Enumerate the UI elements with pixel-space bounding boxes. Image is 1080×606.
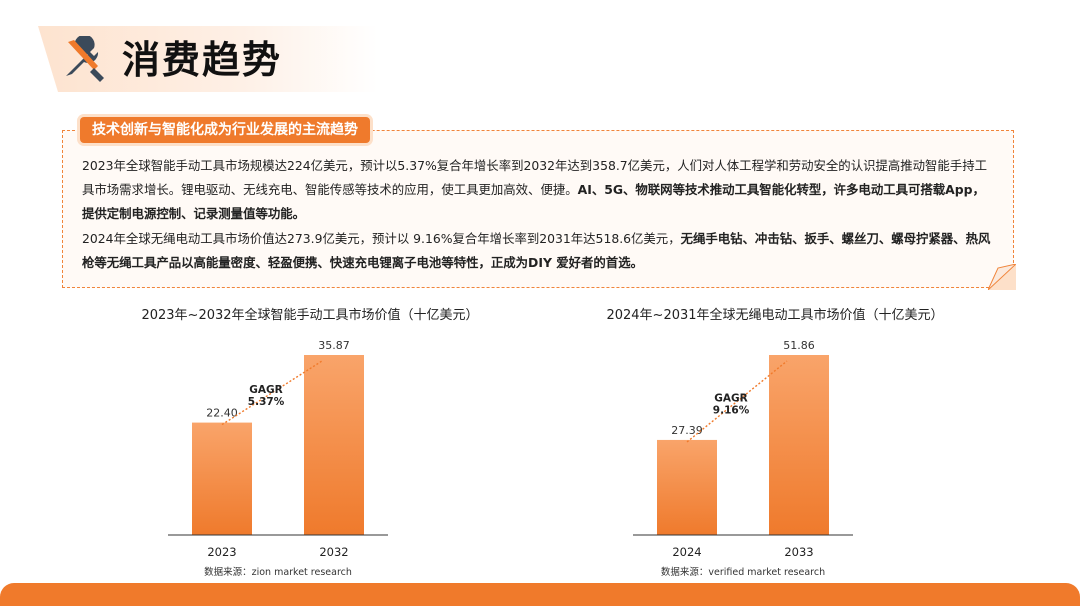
- chart-title: 2024年~2031年全球无绳电动工具市场价值（十亿美元）: [606, 307, 943, 323]
- summary-text: 2023年全球智能手动工具市场规模达224亿美元，预计以5.37%复合年增长率到…: [82, 154, 994, 275]
- x-tick-label: 2024: [672, 545, 701, 559]
- bar-2023: [192, 422, 252, 535]
- bar-value-label: 22.40: [206, 407, 238, 420]
- bar-2032: [304, 355, 364, 535]
- bottom-bar: [0, 583, 1080, 606]
- chart-cordless-power-tools: 2024年~2031年全球无绳电动工具市场价值（十亿美元） 27.39 2024 51…: [606, 307, 943, 578]
- chart-title: 2023年~2032年全球智能手动工具市场价值（十亿美元）: [141, 307, 478, 323]
- x-tick-label: 2032: [319, 545, 348, 559]
- summary-p1-bold: AI、5G、物联网等技术推动工具智能化转型，许多电动工具可搭载App，提供定制电…: [82, 182, 985, 222]
- cagr-annotation: GAGR: [249, 384, 282, 396]
- tools-icon: [60, 34, 112, 84]
- growth-trend-line: [686, 360, 788, 443]
- bar-value-label: 35.87: [318, 339, 350, 352]
- bar-value-label: 27.39: [671, 424, 703, 437]
- page-title: 消费趋势: [122, 38, 283, 82]
- summary-paragraph-1: 2023年全球智能手动工具市场规模达224亿美元，预计以5.37%复合年增长率到…: [82, 154, 994, 227]
- cagr-annotation: 5.37%: [248, 396, 285, 408]
- cagr-annotation: 9.16%: [713, 404, 750, 416]
- bar-value-label: 51.86: [783, 339, 815, 352]
- bar-2033: [769, 355, 829, 535]
- chart-smart-hand-tools: 2023年~2032年全球智能手动工具市场价值（十亿美元） 22.40 2023 35…: [141, 307, 478, 578]
- x-tick-label: 2023: [207, 545, 236, 559]
- summary-p2-bold: 无绳手电钻、冲击钻、扳手、螺丝刀、螺母拧紧器、热风枪等无绳工具产品以高能量密度、…: [82, 230, 991, 270]
- cagr-annotation: GAGR: [714, 392, 747, 404]
- summary-box: [62, 130, 1014, 288]
- x-tick-label: 2033: [784, 545, 813, 559]
- bar-2024: [657, 439, 717, 535]
- data-source: 数据来源：zion market research: [204, 566, 352, 578]
- summary-tag: 技术创新与智能化成为行业发展的主流趋势: [80, 117, 370, 143]
- summary-p1-text: 2023年全球智能手动工具市场规模达224亿美元，预计以5.37%复合年增长率到…: [82, 158, 987, 198]
- summary-p2-text: 2024年全球无绳电动工具市场价值达273.9亿美元，预计以 9.16%复合年增…: [82, 230, 681, 246]
- data-source: 数据来源：verified market research: [661, 566, 825, 578]
- summary-paragraph-2: 2024年全球无绳电动工具市场价值达273.9亿美元，预计以 9.16%复合年增…: [82, 227, 994, 275]
- page-fold-corner: [988, 264, 1016, 290]
